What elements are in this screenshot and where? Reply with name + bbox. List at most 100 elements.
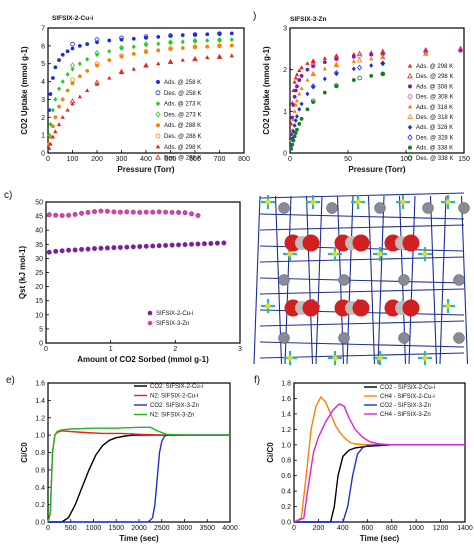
data-point <box>117 244 123 250</box>
data-point <box>193 32 197 37</box>
data-point <box>163 242 169 248</box>
data-point <box>351 59 356 63</box>
data-point <box>310 98 316 104</box>
data-point <box>217 37 222 43</box>
x-tick-label: 1400 <box>457 525 473 532</box>
data-point <box>380 61 385 66</box>
legend-label: Des. @ 318 K <box>416 115 453 121</box>
legend-label: Ads. @ 298 K <box>164 145 201 151</box>
data-point <box>333 70 339 76</box>
metal-atom <box>422 202 434 214</box>
data-point <box>107 38 112 43</box>
data-point <box>47 108 52 113</box>
data-point <box>292 94 297 99</box>
x-tick-label: 0 <box>46 156 50 163</box>
data-point <box>156 243 162 249</box>
data-point <box>351 78 356 82</box>
data-point <box>53 248 59 254</box>
x-tick-label: 400 <box>140 156 152 163</box>
data-point <box>168 59 173 64</box>
y-tick-label: 4 <box>41 79 45 86</box>
data-point <box>217 43 222 49</box>
si-atom <box>287 251 293 257</box>
bond <box>259 256 465 263</box>
data-point <box>60 97 65 102</box>
data-point <box>65 88 70 93</box>
y-axis-label: CO2 Uptake (mmol g-1) <box>262 46 271 135</box>
data-point <box>48 122 53 127</box>
legend-label: Des. @ 258 K <box>164 91 201 97</box>
legend-marker <box>407 113 413 119</box>
x-tick-label: 700 <box>214 156 226 163</box>
data-point <box>334 56 339 62</box>
plot-frame <box>289 27 465 154</box>
si-atom <box>400 199 406 205</box>
y-tick-label: 0.8 <box>35 450 45 457</box>
bond <box>408 195 416 365</box>
data-point <box>143 209 149 215</box>
data-point <box>94 61 100 67</box>
x-axis-label: Pressure (Torr) <box>348 165 406 174</box>
legend-label: N2: SIFSIX-2-Cu-i <box>150 394 198 400</box>
x-tick-label: 1000 <box>86 525 102 532</box>
data-point <box>205 44 210 49</box>
data-point <box>131 36 136 41</box>
data-point <box>305 91 310 97</box>
data-point <box>217 43 222 48</box>
legend-label: Ads. @ 273 K <box>164 102 201 108</box>
si-atom <box>265 199 271 205</box>
y-axis-label: Ci/C0 <box>20 442 29 463</box>
legend-label: N2: SIFSIX-3-Zn <box>150 413 194 419</box>
x-axis-label: Time (sec) <box>119 534 159 543</box>
legend-marker <box>156 80 160 84</box>
series-line <box>294 444 465 523</box>
legend-marker <box>155 144 161 149</box>
data-point <box>291 138 296 143</box>
data-point <box>182 242 188 248</box>
legend-label: Ads. @ 298 K <box>416 64 453 70</box>
data-point <box>94 50 100 56</box>
data-point <box>305 67 310 72</box>
x-tick-label: 150 <box>458 156 470 163</box>
data-point <box>69 62 76 69</box>
data-point <box>351 54 356 59</box>
bond <box>259 224 465 231</box>
data-point <box>292 79 297 84</box>
data-point <box>65 107 70 112</box>
data-point <box>143 41 149 48</box>
data-point <box>85 42 90 46</box>
metal-atom <box>278 274 290 286</box>
data-point <box>180 39 185 45</box>
data-point <box>104 208 110 214</box>
data-point <box>297 121 302 126</box>
data-point <box>311 100 316 105</box>
legend-marker <box>147 310 153 316</box>
y-tick-label: 0 <box>41 151 45 158</box>
data-point <box>137 244 143 250</box>
data-point <box>119 35 124 41</box>
data-point <box>322 56 327 60</box>
data-point <box>107 75 112 80</box>
x-tick-label: 200 <box>91 156 103 163</box>
structure-image <box>253 188 470 372</box>
y-tick-label: 50 <box>35 200 43 207</box>
series <box>310 71 386 104</box>
si-atom <box>265 303 271 309</box>
y-axis-label: Ci/C0 <box>266 442 275 463</box>
x-tick-label: 500 <box>65 525 77 532</box>
data-point <box>130 244 136 250</box>
data-point <box>357 64 363 71</box>
y-tick-label: 0.0 <box>35 520 45 527</box>
plot-frame <box>293 382 466 523</box>
legend: Ads. @ 258 K Des. @ 258 K Ads. @ 273 K Des.… <box>155 80 201 162</box>
data-point <box>182 210 188 216</box>
co2-oxygen <box>352 299 370 317</box>
y-tick-label: 1.4 <box>281 411 291 418</box>
data-point <box>107 48 112 54</box>
legend-marker <box>407 134 413 141</box>
bond <box>429 195 438 365</box>
data-point <box>60 52 65 57</box>
data-point <box>180 33 185 38</box>
